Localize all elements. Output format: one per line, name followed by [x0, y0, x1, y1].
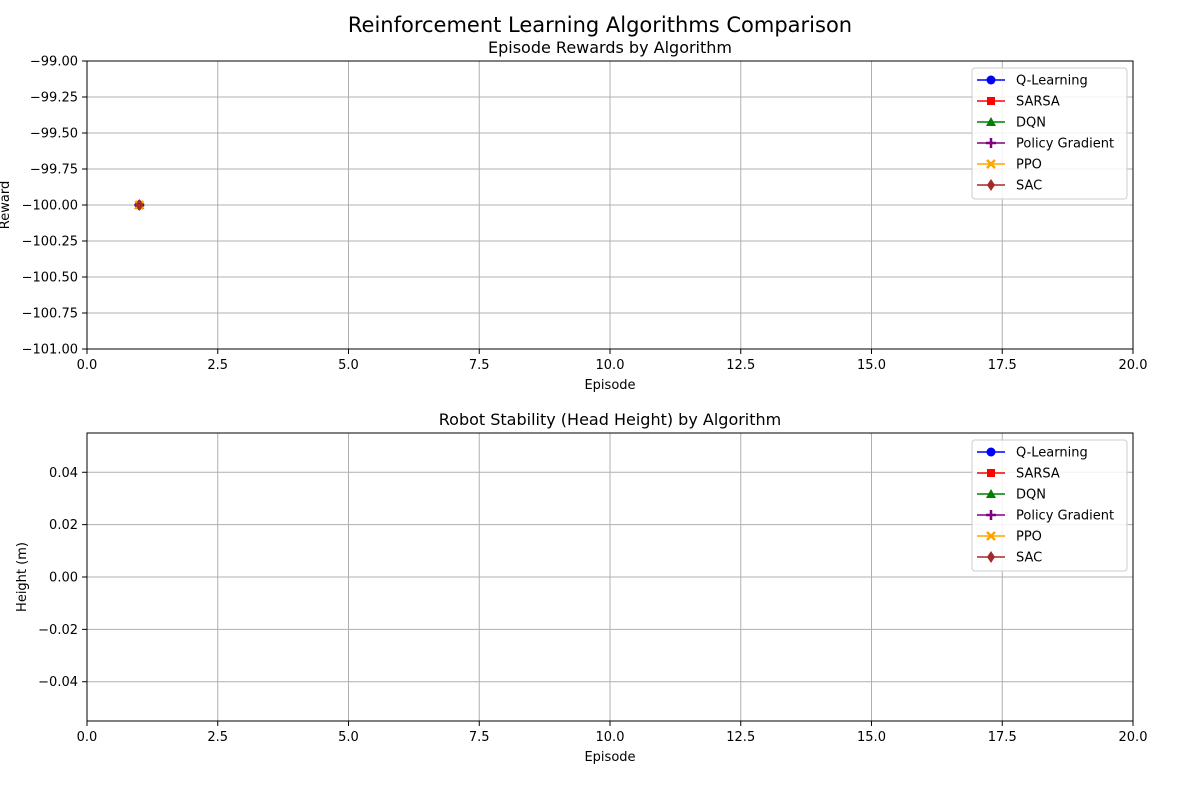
rewards-x-tick-label: 17.5	[988, 358, 1017, 373]
rewards-y-tick-label: −100.75	[22, 307, 78, 322]
stability-legend-label-policy-gradient: Policy Gradient	[1016, 509, 1114, 524]
stability-chart-panel: Robot Stability (Head Height) by Algorit…	[15, 410, 1147, 765]
rewards-legend-label-sarsa: SARSA	[1016, 95, 1060, 110]
rewards-x-tick-label: 5.0	[338, 358, 359, 373]
stability-x-tick-label: 2.5	[207, 730, 228, 745]
stability-legend-marker-sac	[987, 551, 995, 563]
rewards-y-tick-label: −99.50	[30, 127, 78, 142]
rewards-legend-marker-policy-gradient	[986, 138, 996, 148]
stability-chart-title: Robot Stability (Head Height) by Algorit…	[439, 410, 782, 429]
rewards-x-tick-label: 12.5	[726, 358, 755, 373]
stability-legend-marker-q-learning	[986, 447, 996, 457]
rewards-legend-box	[971, 67, 1128, 200]
stability-legend-marker-dqn	[986, 489, 996, 498]
rewards-legend-marker-dqn	[986, 117, 996, 126]
stability-legend-marker-sarsa	[987, 469, 995, 477]
rewards-x-tick-label: 20.0	[1119, 358, 1148, 373]
stability-legend-box	[971, 439, 1128, 572]
rewards-legend-marker-q-learning	[986, 75, 996, 85]
rewards-y-tick-label: −99.75	[30, 163, 78, 178]
rewards-y-tick-label: −101.00	[22, 343, 78, 358]
stability-x-tick-label: 7.5	[469, 730, 490, 745]
rewards-legend-label-dqn: DQN	[1016, 116, 1046, 131]
rewards-x-axis-label: Episode	[584, 378, 635, 393]
rewards-legend-label-sac: SAC	[1016, 179, 1042, 194]
stability-x-tick-label: 0.0	[77, 730, 98, 745]
stability-legend-label-dqn: DQN	[1016, 488, 1046, 503]
stability-y-tick-label: 0.00	[49, 571, 78, 586]
stability-y-tick-label: −0.02	[38, 623, 78, 638]
rewards-y-tick-label: −100.50	[22, 271, 78, 286]
rewards-legend-label-q-learning: Q-Learning	[1016, 74, 1088, 89]
rewards-y-axis-label: Reward	[0, 181, 13, 229]
rewards-legend-label-policy-gradient: Policy Gradient	[1016, 137, 1114, 152]
rewards-y-tick-label: −99.00	[30, 55, 78, 70]
stability-legend-marker-ppo	[986, 531, 996, 541]
rewards-legend-marker-sac	[987, 179, 995, 191]
figure-suptitle: Reinforcement Learning Algorithms Compar…	[348, 13, 852, 37]
stability-legend-label-sac: SAC	[1016, 551, 1042, 566]
stability-x-axis-label: Episode	[584, 750, 635, 765]
rewards-chart-title: Episode Rewards by Algorithm	[488, 38, 732, 57]
rewards-point-sac	[135, 199, 144, 211]
rewards-chart-panel: Episode Rewards by Algorithm 0.0 2.5 5.0 7.5…	[0, 38, 1147, 393]
stability-legend-label-sarsa: SARSA	[1016, 467, 1060, 482]
stability-legend-label-ppo: PPO	[1016, 530, 1042, 545]
rewards-y-tick-label: −100.25	[22, 235, 78, 250]
stability-y-tick-label: 0.04	[49, 466, 78, 481]
stability-legend: Q-Learning SARSA DQN Policy Gradient PPO SAC	[971, 439, 1128, 572]
stability-x-tick-label: 17.5	[988, 730, 1017, 745]
rewards-x-tick-label: 10.0	[596, 358, 625, 373]
rewards-x-tick-label: 2.5	[207, 358, 228, 373]
rewards-x-tick-label: 7.5	[469, 358, 490, 373]
rewards-legend-marker-sarsa	[987, 97, 995, 105]
stability-y-tick-label: 0.02	[49, 518, 78, 533]
stability-legend-marker-policy-gradient	[986, 510, 996, 520]
rewards-legend-marker-ppo	[986, 159, 996, 169]
rewards-x-tick-label: 15.0	[857, 358, 886, 373]
stability-x-tick-label: 12.5	[726, 730, 755, 745]
stability-x-tick-label: 20.0	[1119, 730, 1148, 745]
stability-x-tick-label: 5.0	[338, 730, 359, 745]
stability-y-tick-label: −0.04	[38, 675, 78, 690]
stability-x-tick-label: 15.0	[857, 730, 886, 745]
rewards-x-tick-label: 0.0	[77, 358, 98, 373]
rewards-legend: Q-Learning SARSA DQN Policy Gradient PPO SAC	[971, 67, 1128, 200]
stability-x-tick-label: 10.0	[596, 730, 625, 745]
rewards-y-tick-label: −99.25	[30, 91, 78, 106]
rewards-legend-label-ppo: PPO	[1016, 158, 1042, 173]
rewards-y-tick-label: −100.00	[22, 199, 78, 214]
stability-y-axis-label: Height (m)	[15, 542, 30, 612]
stability-legend-label-q-learning: Q-Learning	[1016, 446, 1088, 461]
